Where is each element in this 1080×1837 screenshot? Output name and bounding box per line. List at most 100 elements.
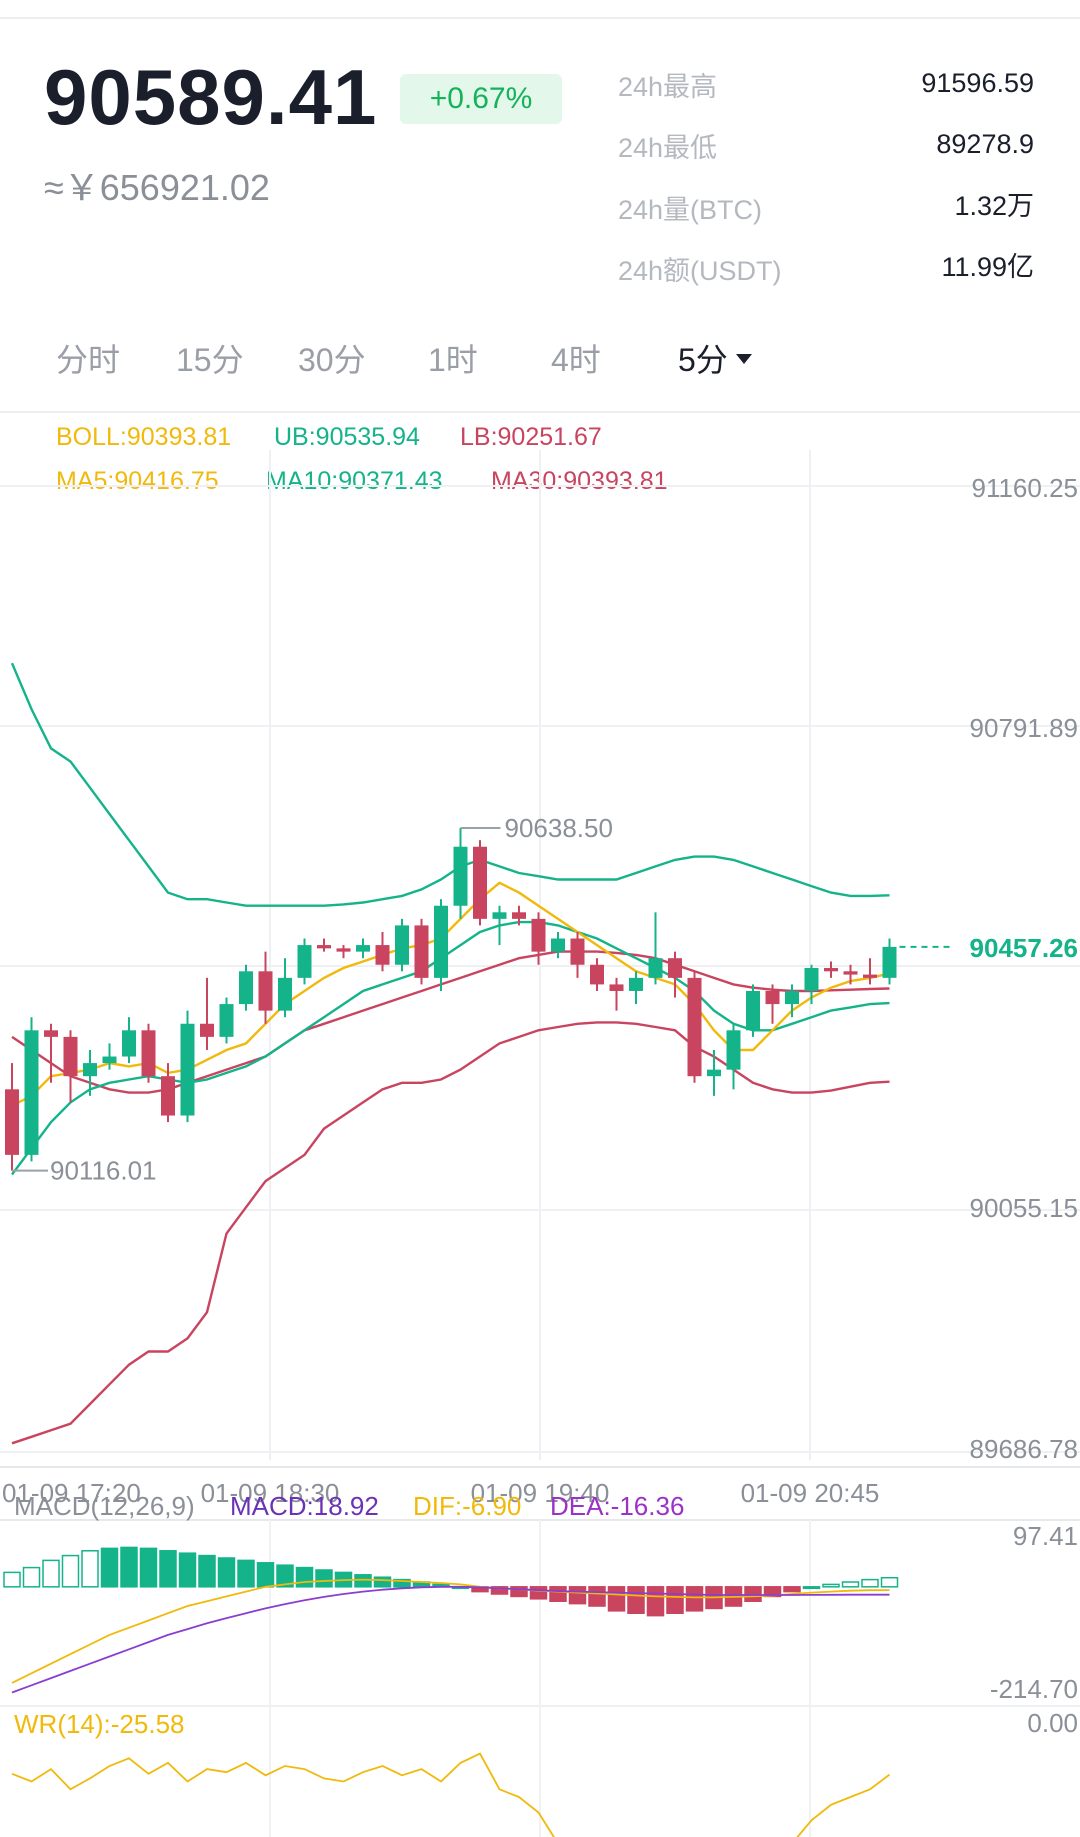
last-price: 90589.41 [44, 53, 378, 141]
x-tick-3: 01-09 20:45 [741, 1478, 880, 1508]
ma30-value: MA30:90393.81 [491, 467, 668, 495]
candle-body-17 [336, 948, 351, 952]
candle-body-9 [180, 1023, 195, 1116]
candle-body-41 [804, 968, 819, 991]
candle-body-19 [375, 945, 390, 965]
tab-more-intervals[interactable]: 5分 [678, 344, 752, 376]
macd-bar-1 [22, 1566, 41, 1588]
candle-body-24 [473, 846, 487, 919]
macd-bar-39 [763, 1586, 782, 1598]
stat-value-volume: 1.32万 [954, 191, 1034, 221]
macd-bar-26 [510, 1586, 528, 1598]
stat-value-turnover: 11.99亿 [941, 252, 1034, 282]
dea-value: DEA:-16.36 [550, 1491, 685, 1521]
macd-bar-38 [744, 1586, 762, 1602]
macd-bar-12 [237, 1559, 255, 1588]
candle-body-21 [414, 925, 429, 978]
stat-value-low: 89278.9 [936, 129, 1034, 159]
candle-body-37 [726, 1030, 741, 1070]
macd-bar-28 [549, 1586, 567, 1602]
top-divider [0, 17, 1080, 19]
macd-y-min: -214.70 [990, 1674, 1078, 1704]
candle-body-14 [278, 977, 292, 1011]
candle-body-28 [551, 938, 565, 952]
candle-body-0 [5, 1089, 19, 1155]
ma5-value: MA5:90416.75 [56, 467, 219, 495]
macd-bar-33 [646, 1586, 665, 1617]
stat-label-volume: 24h量(BTC) [618, 195, 763, 225]
candle-body-35 [687, 977, 702, 1077]
candle-body-43 [843, 971, 858, 975]
stat-label-turnover: 24h额(USDT) [618, 256, 782, 286]
caret-down-icon [735, 353, 752, 364]
wr-line [11, 1752, 891, 1837]
candle-body-6 [122, 1030, 136, 1057]
macd-y-max: 97.41 [1013, 1521, 1078, 1551]
candle-body-36 [707, 1069, 721, 1077]
candle-body-16 [317, 945, 331, 949]
macd-bar-32 [627, 1586, 645, 1614]
macd-bar-44 [861, 1578, 879, 1588]
candle-body-11 [219, 1004, 234, 1037]
tab-timeshare[interactable]: 分时 [56, 342, 121, 378]
last-price-label-bg [955, 928, 1079, 965]
candle-body-10 [200, 1023, 214, 1037]
x-tick-1: 01-09 18:30 [201, 1478, 340, 1508]
macd-bar-43 [841, 1581, 860, 1588]
candle-body-39 [765, 990, 780, 1005]
chart-top-divider [0, 411, 1080, 413]
macd-bar-35 [685, 1586, 704, 1612]
stat-label-high: 24h最高 [618, 72, 718, 102]
macd-bar-7 [139, 1547, 158, 1588]
candle-body-22 [434, 905, 448, 978]
y-tick-1: 90791.89 [970, 713, 1078, 743]
tab-30m[interactable]: 30分 [298, 342, 366, 378]
stat-value-high: 91596.59 [921, 68, 1034, 98]
candle-body-31 [609, 984, 624, 991]
dif-value: DIF:-6.90 [413, 1491, 522, 1521]
macd-bar-4 [81, 1550, 99, 1588]
candle-body-42 [824, 968, 838, 972]
candle-body-44 [863, 974, 877, 978]
candle-body-7 [141, 1030, 156, 1077]
last-price-label: 90457.26 [970, 933, 1078, 963]
stat-label-low: 24h最低 [618, 133, 718, 163]
macd-bar-20 [393, 1578, 411, 1588]
macd-bar-19 [373, 1576, 392, 1588]
macd-bar-34 [666, 1586, 684, 1614]
tab-15m[interactable]: 15分 [176, 342, 244, 378]
candle-body-30 [590, 964, 604, 985]
x-tick-2: 01-09 19:40 [471, 1478, 610, 1508]
candle-body-15 [297, 945, 312, 978]
candle-body-27 [531, 918, 546, 952]
candle-body-12 [239, 971, 253, 1005]
macd-bar-16 [315, 1569, 333, 1588]
macd-bar-2 [42, 1559, 60, 1588]
candle-body-8 [161, 1076, 175, 1116]
candle-body-34 [668, 958, 682, 978]
candle-body-5 [102, 1056, 117, 1064]
dea-line [11, 1585, 890, 1694]
y-tick-3: 89686.78 [970, 1434, 1078, 1464]
macd-bar-27 [529, 1586, 548, 1600]
tab-1h[interactable]: 1时 [428, 342, 478, 378]
candle-body-20 [395, 925, 409, 965]
macd-bar-9 [178, 1552, 197, 1588]
candle-body-29 [570, 938, 585, 965]
candle-body-40 [785, 990, 799, 1005]
macd-bar-8 [159, 1550, 177, 1588]
macd-bar-41 [802, 1586, 821, 1590]
macd-bar-6 [120, 1546, 138, 1588]
macd-bar-31 [607, 1586, 626, 1612]
wr-title: WR(14):-25.58 [14, 1709, 185, 1739]
candle-body-3 [63, 1036, 78, 1077]
tab-5m-label: 5分 [678, 342, 728, 378]
change-badge: +0.67% [400, 74, 562, 124]
macd-bar-11 [217, 1557, 236, 1588]
ma10-value: MA10:90371.43 [266, 467, 443, 495]
low-marker-label: 90116.01 [50, 1156, 157, 1186]
tab-4h[interactable]: 4时 [551, 342, 601, 378]
candle-body-32 [629, 977, 643, 991]
macd-title: MACD(12,26,9) [14, 1491, 195, 1521]
